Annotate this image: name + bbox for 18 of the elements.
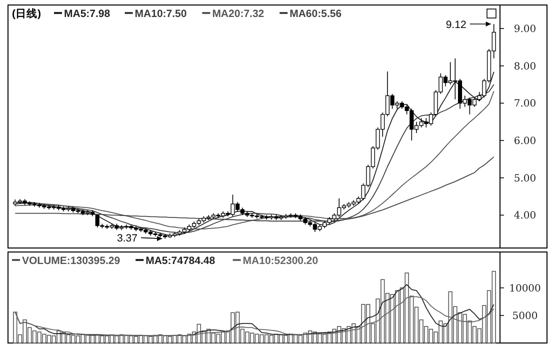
y-tick-label: 10000 [509, 283, 541, 294]
y-tick-label: 8.00 [514, 61, 536, 72]
legend-label: MA60:5.56 [290, 8, 342, 20]
chart-title: (日线) [12, 7, 41, 20]
y-tick-label: 9.00 [514, 24, 536, 36]
y-tick-label: 5.00 [514, 173, 536, 184]
legend-label: MA10:52300.20 [242, 255, 318, 267]
y-tick-label: 7.00 [514, 98, 536, 110]
y-tick-label: 5000 [512, 310, 538, 322]
legend-label: MA5:7.98 [64, 8, 110, 20]
annotation: 3.37 [117, 232, 138, 245]
legend-label: MA10:7.50 [134, 8, 187, 20]
legend-label: VOLUME:130395.29 [22, 255, 120, 267]
legend-label: MA20:7.32 [212, 8, 264, 20]
legend-label: MA5:74784.48 [146, 255, 216, 267]
y-tick-label: 4.00 [514, 210, 536, 222]
annotation: 9.12 [446, 19, 466, 32]
y-tick-label: 6.00 [514, 136, 536, 147]
